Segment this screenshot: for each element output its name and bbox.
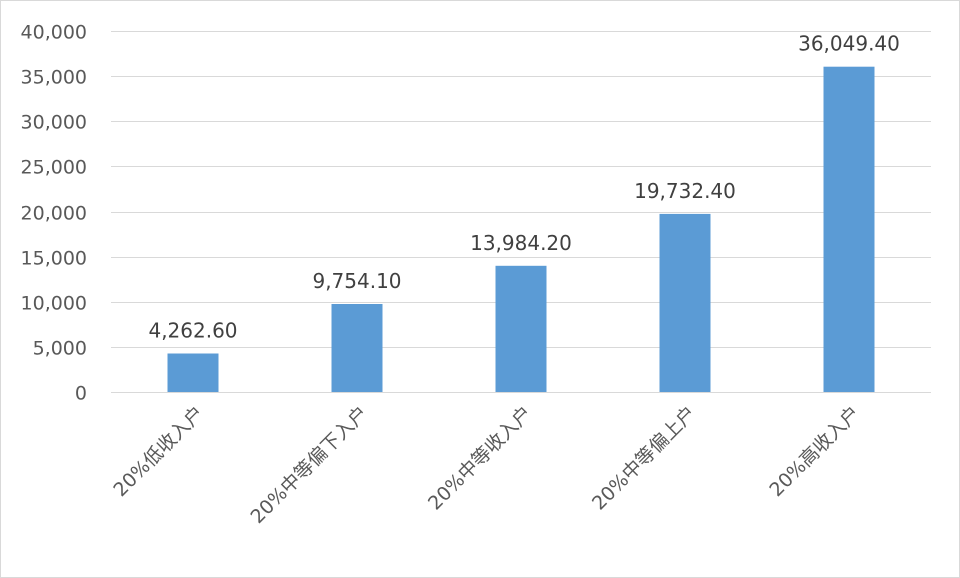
gridlines <box>111 31 931 393</box>
bar[interactable] <box>823 66 875 392</box>
y-tick-label: 25,000 <box>21 157 87 179</box>
y-tick-label: 35,000 <box>21 67 87 89</box>
data-label: 19,732.40 <box>634 179 736 203</box>
data-label: 36,049.40 <box>798 32 900 56</box>
y-tick-label: 20,000 <box>21 203 87 225</box>
y-tick-label: 10,000 <box>21 293 87 315</box>
bar[interactable] <box>331 304 383 392</box>
bar[interactable] <box>659 213 711 392</box>
y-tick-label: 5,000 <box>33 338 87 360</box>
x-tick-label: 20%中等偏下入户 <box>247 402 373 528</box>
y-tick-label: 15,000 <box>21 248 87 270</box>
data-label: 4,262.60 <box>148 319 237 343</box>
bar[interactable] <box>167 353 219 393</box>
data-labels: 4,262.60 9,754.10 13,984.20 19,732.40 36,049… <box>148 32 899 343</box>
x-tick-label: 20%中等收入户 <box>424 402 537 515</box>
y-tick-label: 40,000 <box>21 22 87 44</box>
bars <box>167 66 875 393</box>
y-axis-tick-labels: 0 5,000 10,000 15,000 20,000 25,000 30,000 35,0… <box>21 22 87 405</box>
y-tick-label: 30,000 <box>21 112 87 134</box>
data-label: 13,984.20 <box>470 231 572 255</box>
data-label: 9,754.10 <box>312 269 401 293</box>
bar[interactable] <box>495 265 547 392</box>
x-tick-label: 20%高收入户 <box>765 402 864 501</box>
x-tick-label: 20%低收入户 <box>109 402 208 501</box>
y-tick-label: 0 <box>75 383 87 405</box>
x-axis-category-labels: 20%低收入户 20%中等偏下入户 20%中等收入户 20%中等偏上户 20%高收入户 <box>109 402 864 528</box>
x-tick-label: 20%中等偏上户 <box>588 402 701 515</box>
